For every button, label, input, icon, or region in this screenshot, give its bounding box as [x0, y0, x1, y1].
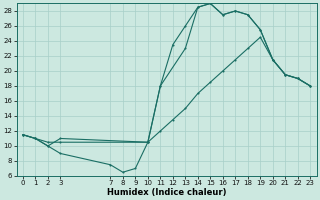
- X-axis label: Humidex (Indice chaleur): Humidex (Indice chaleur): [107, 188, 226, 197]
